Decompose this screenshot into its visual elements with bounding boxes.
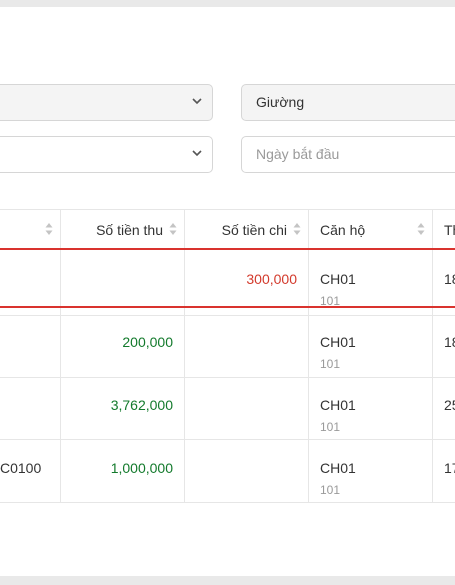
code-cell: C0100 [0, 460, 42, 476]
start-date-input[interactable]: Ngày bắt đầu [241, 136, 455, 173]
sort-icon[interactable] [45, 222, 53, 236]
column-header-expense[interactable]: Số tiền chi [184, 209, 308, 249]
main-panel: Giường Ngày bắt đầu Số ti [0, 7, 455, 576]
income-cell: 3,762,000 [110, 397, 173, 413]
room-type-value: Giường [256, 94, 305, 110]
income-cell: 1,000,000 [110, 460, 173, 476]
chevron-down-icon [191, 95, 203, 107]
column-header-apartment[interactable]: Căn hộ [308, 209, 432, 249]
apartment-cell: CH01 [320, 460, 356, 476]
column-header-apartment-label: Căn hộ [320, 222, 366, 238]
column-header-expense-label: Số tiền chi [221, 222, 287, 238]
apartment-cell: CH01 [320, 397, 356, 413]
table-bottom-border [0, 502, 455, 503]
unit-cell: 101 [320, 420, 341, 434]
start-date-placeholder: Ngày bắt đầu [256, 146, 340, 162]
row-divider [0, 315, 455, 316]
expense-cell: 300,000 [246, 271, 297, 287]
selected-row-top-border [0, 248, 455, 250]
next-cell: 18 [444, 334, 455, 350]
chevron-down-icon [191, 147, 203, 159]
column-header-income[interactable]: Số tiền thu [60, 209, 184, 249]
next-cell: 25 [444, 397, 455, 413]
sort-icon[interactable] [417, 222, 425, 236]
row-divider [0, 377, 455, 378]
income-cell: 200,000 [122, 334, 173, 350]
unit-cell: 101 [320, 483, 341, 497]
column-divider [184, 209, 185, 502]
column-header-next[interactable]: Th [432, 209, 455, 249]
row-divider [0, 439, 455, 440]
filter-select-1[interactable] [0, 84, 213, 121]
unit-cell: 101 [320, 294, 341, 308]
room-type-select[interactable]: Giường [241, 84, 455, 121]
unit-cell: 101 [320, 357, 341, 371]
next-cell: 18 [444, 271, 455, 287]
column-divider [308, 209, 309, 502]
column-header-code[interactable] [0, 209, 60, 249]
column-header-income-label: Số tiền thu [96, 222, 163, 238]
apartment-cell: CH01 [320, 334, 356, 350]
column-divider [60, 209, 61, 502]
column-divider [432, 209, 433, 502]
column-header-next-label: Th [444, 222, 455, 238]
selected-row-bottom-border [0, 306, 455, 308]
next-cell: 17 [444, 460, 455, 476]
apartment-cell: CH01 [320, 271, 356, 287]
transactions-table: Số tiền thu Số tiền chi Căn hộ Th 300,00… [0, 209, 455, 504]
sort-icon[interactable] [169, 222, 177, 236]
sort-icon[interactable] [293, 222, 301, 236]
filter-select-2[interactable] [0, 136, 213, 173]
table-top-border [0, 209, 455, 210]
